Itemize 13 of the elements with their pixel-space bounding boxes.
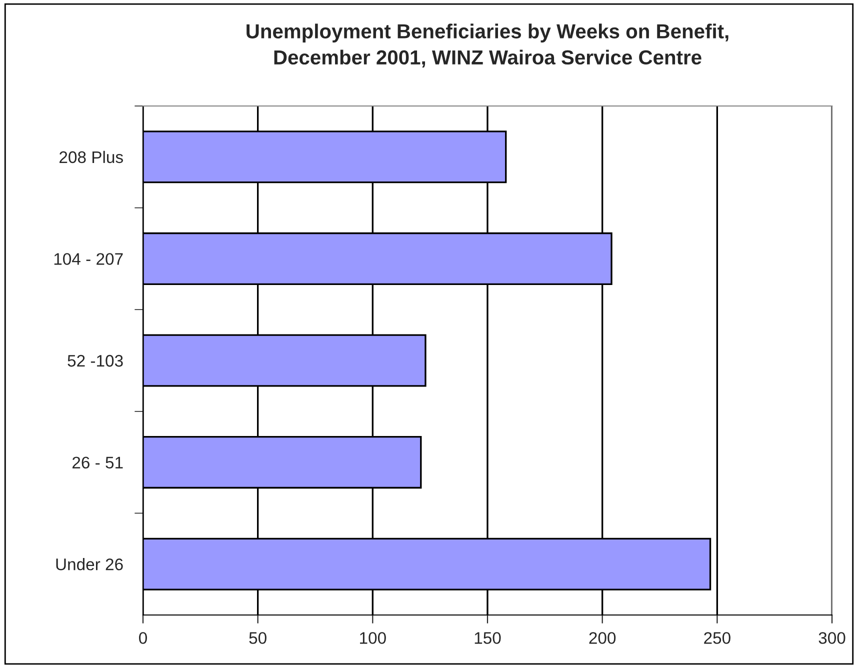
- x-tick-label: 250: [704, 632, 730, 644]
- x-tick-label: 0: [139, 632, 147, 644]
- y-tick-label: 104 - 207: [54, 253, 123, 265]
- x-tick-label: 150: [474, 632, 501, 644]
- x-tick-label: 300: [818, 632, 846, 644]
- x-tick-label: 100: [360, 632, 386, 644]
- y-tick-label: 208 Plus: [60, 150, 123, 164]
- chart-title: Unemployment Beneficiaries by Weeks on Benefit, December 2001, WINZ Wairoa Service Centre: [246, 24, 728, 68]
- y-tick-label: 52 -103: [68, 354, 123, 367]
- x-tick-label: 200: [589, 632, 616, 644]
- y-tick-label: 26 - 51: [72, 456, 123, 469]
- y-tick-label: Under 26: [56, 558, 123, 570]
- x-tick-label: 50: [249, 632, 266, 644]
